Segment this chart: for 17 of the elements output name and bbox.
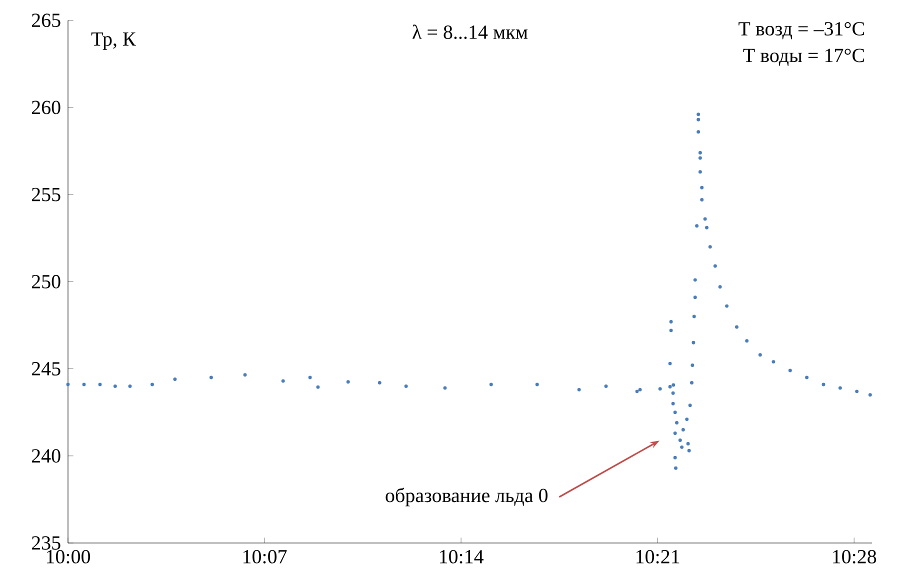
x-tick-label: 10:21 bbox=[636, 550, 680, 564]
y-tick-label: 240 bbox=[32, 449, 60, 463]
annotation: образование льда 0 bbox=[386, 488, 548, 506]
y-tick-label: 265 bbox=[32, 14, 60, 28]
x-tick-label: 10:07 bbox=[243, 550, 287, 564]
y-tick-label: 235 bbox=[32, 536, 60, 550]
y-tick-label: 255 bbox=[32, 188, 60, 202]
y-tick-label: 245 bbox=[32, 362, 60, 376]
chart-title: λ = 8...14 мкм bbox=[412, 24, 528, 40]
annotation: T возд = –31°C bbox=[738, 22, 864, 40]
y-tick-label: 250 bbox=[32, 274, 60, 288]
y-axis-title: Тр, К bbox=[91, 32, 136, 50]
x-tick-label: 10:28 bbox=[833, 550, 876, 564]
y-tick-label: 260 bbox=[32, 100, 60, 114]
x-tick-label: 10:00 bbox=[46, 550, 90, 564]
x-tick-label: 10:14 bbox=[440, 550, 484, 564]
annotation: T воды = 17°C bbox=[743, 48, 864, 66]
